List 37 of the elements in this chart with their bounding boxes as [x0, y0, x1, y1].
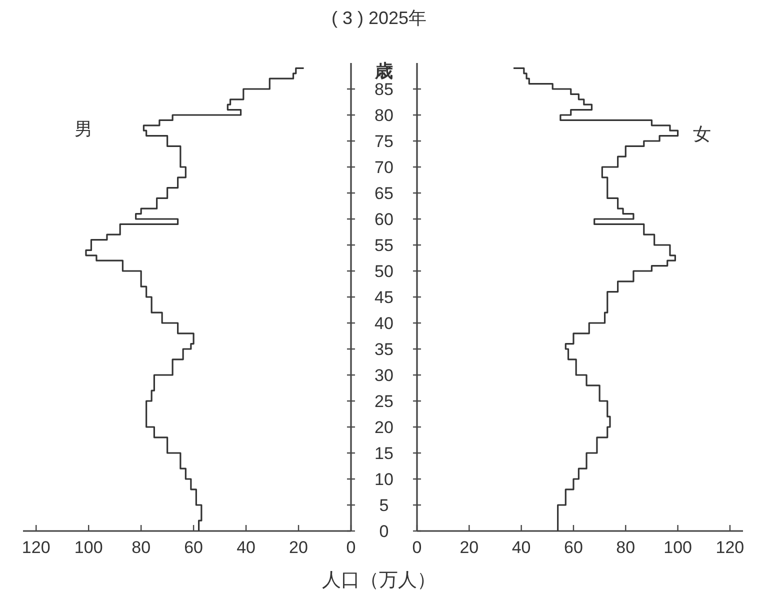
- x-tick-label: 0: [346, 538, 356, 557]
- x-tick-label: 20: [460, 538, 479, 557]
- y-tick-label: 65: [374, 184, 394, 203]
- x-tick-label: 80: [616, 538, 636, 557]
- y-tick-label: 25: [374, 392, 394, 411]
- x-tick-label: 40: [236, 538, 256, 557]
- x-tick-label: 120: [22, 538, 50, 557]
- x-tick-label: 120: [716, 538, 744, 557]
- x-tick-label: 60: [564, 538, 583, 557]
- y-tick-label: 30: [374, 366, 394, 385]
- x-axis-title: 人口（万人）: [322, 570, 436, 591]
- y-tick-label: 20: [374, 418, 394, 437]
- series-label: 女: [692, 124, 711, 144]
- chart-title: ( 3 ) 2025年: [331, 8, 427, 28]
- y-tick-label: 70: [374, 158, 394, 177]
- x-tick-label: 20: [289, 538, 308, 557]
- y-tick-label: 80: [374, 106, 394, 125]
- x-tick-label: 100: [664, 538, 692, 557]
- y-tick-label: 10: [374, 470, 394, 489]
- y-tick-label: 40: [374, 314, 394, 333]
- y-tick-label: 55: [374, 236, 394, 255]
- x-tick-label: 40: [512, 538, 531, 557]
- y-tick-label: 50: [374, 262, 394, 281]
- y-axis-title: 歳: [374, 61, 393, 81]
- x-tick-label: 0: [412, 538, 422, 557]
- x-tick-label: 80: [132, 538, 151, 557]
- y-tick-label: 85: [374, 80, 394, 99]
- x-tick-label: 100: [74, 538, 103, 557]
- y-tick-label: 5: [379, 496, 389, 515]
- y-tick-label: 60: [374, 210, 394, 229]
- x-tick-label: 60: [184, 538, 204, 557]
- text: 男: [74, 119, 93, 139]
- y-tick-label: 75: [374, 132, 394, 151]
- y-tick-label: 0: [379, 522, 389, 541]
- y-tick-label: 45: [374, 288, 394, 307]
- y-tick-label: 15: [374, 444, 394, 463]
- y-tick-label: 35: [374, 340, 394, 359]
